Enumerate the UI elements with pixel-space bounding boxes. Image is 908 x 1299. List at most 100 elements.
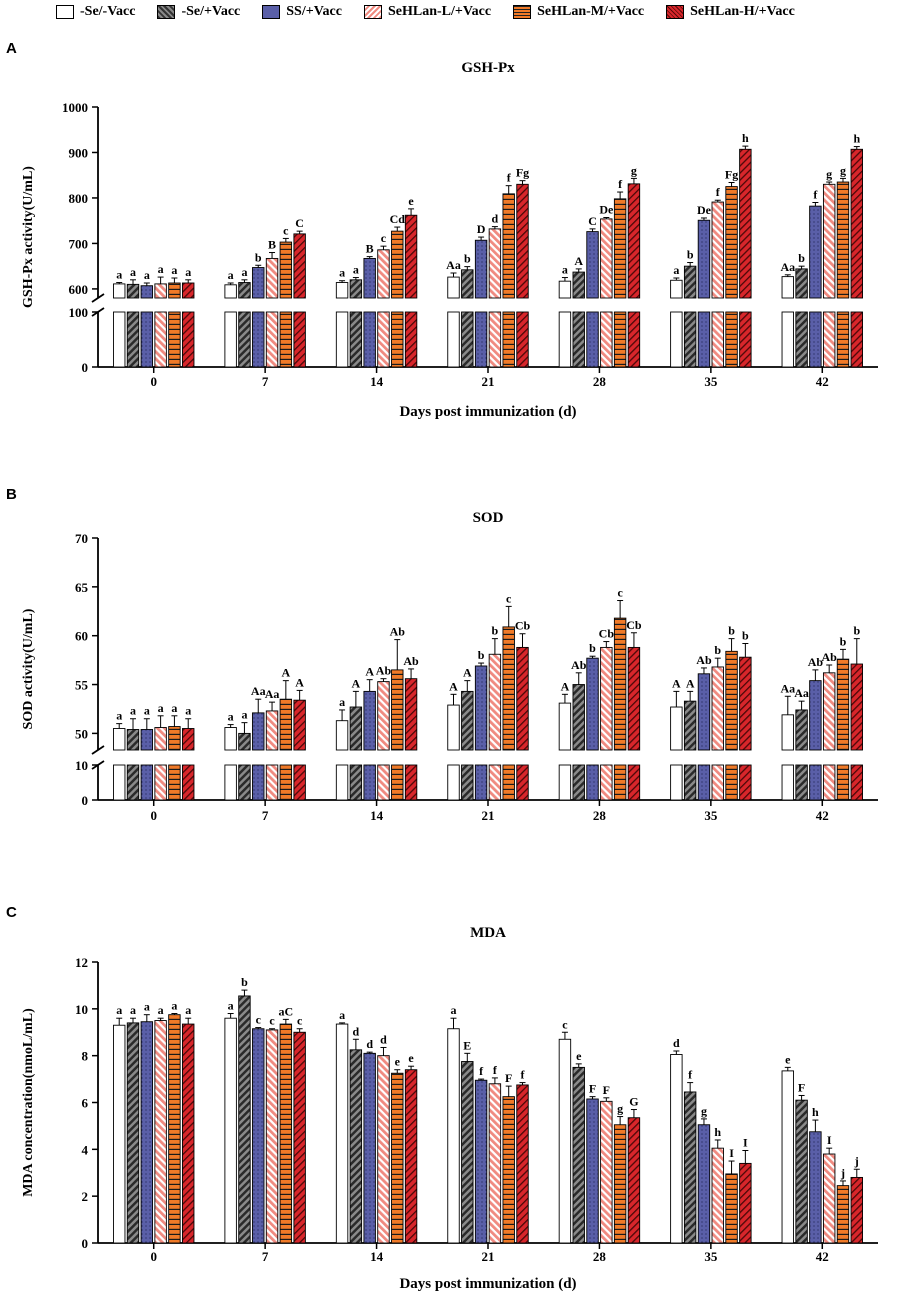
bar-lower-segment — [265, 764, 279, 801]
bar — [600, 218, 613, 299]
bar — [558, 280, 572, 299]
bar-lower-segment — [600, 311, 613, 368]
significance-label: Cd — [390, 212, 406, 226]
bar-lower-segment — [627, 311, 641, 368]
bar — [572, 271, 585, 299]
bar — [168, 1014, 181, 1244]
bar — [613, 1124, 627, 1244]
bar-lower-segment — [154, 311, 167, 368]
y-tick-label: 12 — [75, 955, 88, 970]
bar — [349, 1049, 363, 1244]
bar — [126, 1022, 140, 1244]
significance-label: e — [395, 1055, 401, 1069]
bar — [279, 1023, 293, 1244]
y-tick-label: 0 — [82, 1236, 89, 1251]
bar-lower-segment — [697, 311, 711, 368]
significance-label: a — [241, 708, 247, 722]
y-tick-label: 600 — [69, 282, 89, 297]
bar-lower-segment — [391, 311, 404, 368]
y-tick-label: 100 — [69, 305, 89, 320]
x-tick-label: 28 — [593, 808, 607, 823]
significance-label: c — [297, 1014, 303, 1028]
x-tick-label: 21 — [482, 374, 495, 389]
y-tick-label: 70 — [75, 531, 88, 546]
x-tick-label: 14 — [370, 1249, 384, 1264]
significance-label: b — [478, 648, 485, 662]
bar-lower-segment — [516, 764, 529, 801]
legend-swatch — [262, 5, 281, 19]
significance-label: f — [493, 1063, 498, 1077]
bar-lower-segment — [627, 764, 641, 801]
bar — [795, 1099, 808, 1244]
significance-label: a — [185, 704, 191, 718]
bar-lower-segment — [168, 764, 181, 801]
bar-lower-segment — [461, 311, 474, 368]
bar-lower-segment — [113, 764, 126, 801]
bar-lower-segment — [739, 311, 752, 368]
bar-lower-segment — [224, 311, 237, 368]
significance-label: c — [617, 586, 623, 600]
y-tick-label: 4 — [82, 1142, 89, 1157]
bar — [279, 241, 293, 299]
y-axis-label: MDA concentration(nmoL/mL) — [21, 1008, 36, 1197]
bar-lower-segment — [391, 764, 404, 801]
bar — [850, 663, 863, 751]
panel-letter-c: C — [6, 904, 17, 921]
significance-label: Ab — [376, 664, 392, 678]
x-tick-label: 42 — [816, 374, 829, 389]
bar-lower-segment — [335, 764, 349, 801]
panel-letter-a: A — [6, 40, 17, 57]
bar — [113, 1024, 126, 1244]
significance-label: De — [599, 203, 614, 217]
legend-label: SeHLan-L/+Vacc — [387, 4, 492, 19]
bar-lower-segment — [126, 311, 140, 368]
bar-lower-segment — [349, 764, 363, 801]
bar — [224, 284, 237, 299]
y-tick-label: 10 — [75, 758, 88, 773]
significance-label: f — [813, 188, 818, 202]
significance-label: Ab — [571, 658, 587, 672]
significance-label: e — [785, 1052, 791, 1066]
significance-label: a — [130, 704, 136, 718]
significance-label: C — [588, 214, 597, 228]
significance-label: B — [268, 238, 276, 252]
bar-lower-segment — [404, 764, 418, 801]
legend-swatch — [666, 5, 685, 19]
bar — [182, 282, 195, 299]
bar — [809, 205, 822, 299]
y-tick-label: 2 — [82, 1189, 89, 1204]
bar — [781, 276, 794, 299]
bar — [739, 1162, 752, 1244]
bar — [558, 1038, 572, 1244]
x-tick-label: 28 — [593, 374, 607, 389]
significance-label: g — [840, 163, 846, 177]
bar-lower-segment — [126, 764, 140, 801]
bar-lower-segment — [670, 764, 683, 801]
bar — [488, 1083, 502, 1244]
x-axis-label: Days post immunization (d) — [399, 404, 576, 420]
significance-label: b — [255, 250, 262, 264]
significance-label: a — [339, 266, 345, 280]
bar-lower-segment — [363, 764, 376, 801]
bar-lower-segment — [781, 764, 794, 801]
bar-lower-segment — [474, 311, 488, 368]
bar — [627, 183, 641, 299]
bar — [154, 727, 167, 751]
bar — [474, 1079, 488, 1244]
bar — [809, 680, 822, 751]
legend-item: -Se/+Vacc — [157, 4, 240, 20]
bar-lower-segment — [711, 764, 724, 801]
significance-label: a — [228, 999, 234, 1013]
significance-label: c — [562, 1017, 568, 1031]
y-tick-label: 700 — [69, 236, 89, 251]
bar — [600, 1100, 613, 1244]
bar — [558, 702, 572, 751]
x-tick-label: 35 — [704, 808, 718, 823]
bar — [795, 709, 808, 751]
legend-label: SeHLan-H/+Vacc — [690, 4, 795, 19]
bar — [781, 714, 794, 751]
bar — [850, 148, 863, 299]
legend-swatch — [157, 5, 176, 19]
legend-label: -Se/+Vacc — [181, 4, 241, 19]
significance-label: f — [479, 1064, 484, 1078]
